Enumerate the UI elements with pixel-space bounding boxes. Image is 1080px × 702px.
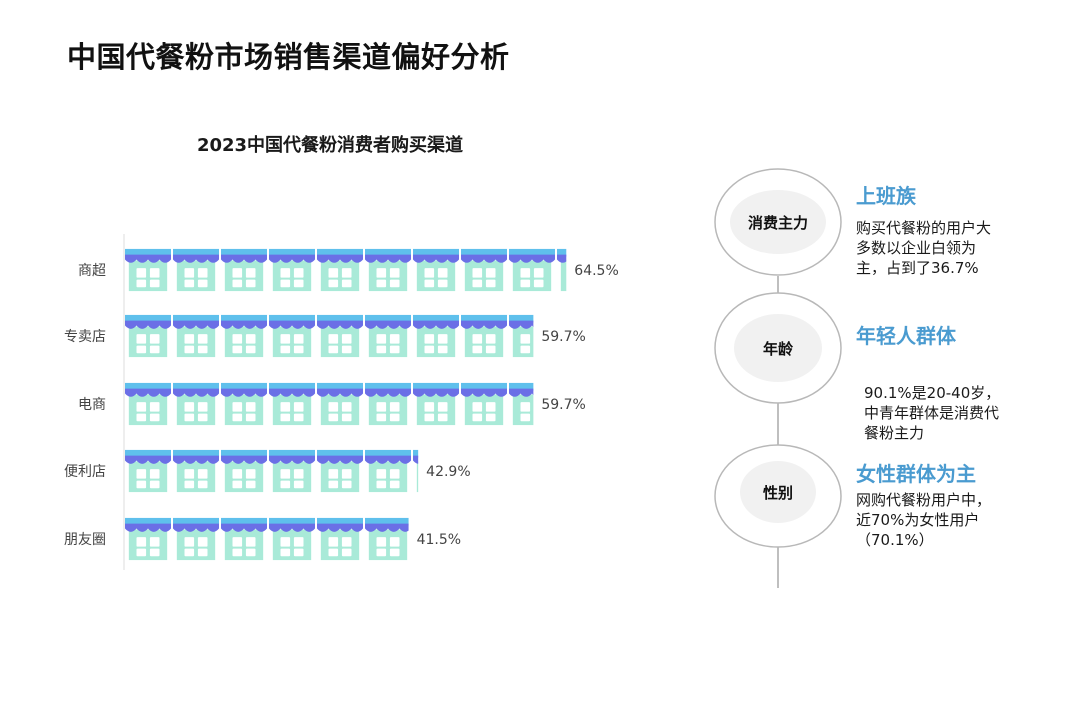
insight-line: 中青年群体是消费代 <box>864 404 1000 422</box>
page-title: 中国代餐粉市场销售渠道偏好分析 <box>67 40 510 74</box>
node-age: 年龄 <box>714 292 842 404</box>
insight-line: 网购代餐粉用户中， <box>856 491 992 509</box>
insight-heading-gender: 女性群体为主 <box>856 462 976 486</box>
insight-line: 购买代餐粉的用户大 <box>856 219 992 237</box>
bar-row: 朋友圈 41.5% <box>64 517 461 561</box>
insight-line: 餐粉主力 <box>864 424 925 442</box>
bar-row: 便利店 42.9% <box>64 449 471 493</box>
insight-text-age: 90.1%是20-40岁， 中青年群体是消费代 餐粉主力 <box>864 383 1044 443</box>
bar-row: 专卖店 59.7% <box>64 314 586 358</box>
insight-line: 近70%为女性用户 <box>856 511 980 529</box>
insight-heading-consumer: 上班族 <box>856 184 916 208</box>
node-gender: 性别 <box>714 444 842 548</box>
insight-line: 主，占到了36.7% <box>856 259 979 277</box>
pictograph-bar-chart: 商超 64.5% 专卖店 59.7% 电商 59.7% 便利店 42.9% 朋友圈 41.5% <box>64 234 619 570</box>
value-label: 41.5% <box>417 532 461 548</box>
category-label: 便利店 <box>64 464 106 480</box>
category-label: 电商 <box>78 397 106 413</box>
bar-row: 电商 59.7% <box>78 382 586 426</box>
chart-title: 2023中国代餐粉消费者购买渠道 <box>196 135 464 156</box>
insight-heading-age: 年轻人群体 <box>856 324 956 348</box>
node-label-consumer: 消费主力 <box>748 214 808 232</box>
node-consumer: 消费主力 <box>714 168 842 276</box>
value-label: 64.5% <box>574 263 618 279</box>
value-label: 59.7% <box>541 397 585 413</box>
insight-line: 90.1%是20-40岁， <box>864 384 1001 402</box>
bar-row: 商超 64.5% <box>78 248 619 292</box>
value-label: 59.7% <box>541 329 585 345</box>
insight-line: 多数以企业白领为 <box>856 239 977 257</box>
node-label-age: 年龄 <box>763 340 794 358</box>
insight-text-gender: 网购代餐粉用户中， 近70%为女性用户 （70.1%） <box>856 490 1036 550</box>
category-label: 专卖店 <box>64 329 106 345</box>
value-label: 42.9% <box>426 464 470 480</box>
node-label-gender: 性别 <box>763 484 793 502</box>
insight-line: （70.1%） <box>856 531 934 549</box>
insight-text-consumer: 购买代餐粉的用户大 多数以企业白领为 主，占到了36.7% <box>856 218 1036 278</box>
category-label: 朋友圈 <box>64 532 106 548</box>
category-label: 商超 <box>78 263 106 279</box>
